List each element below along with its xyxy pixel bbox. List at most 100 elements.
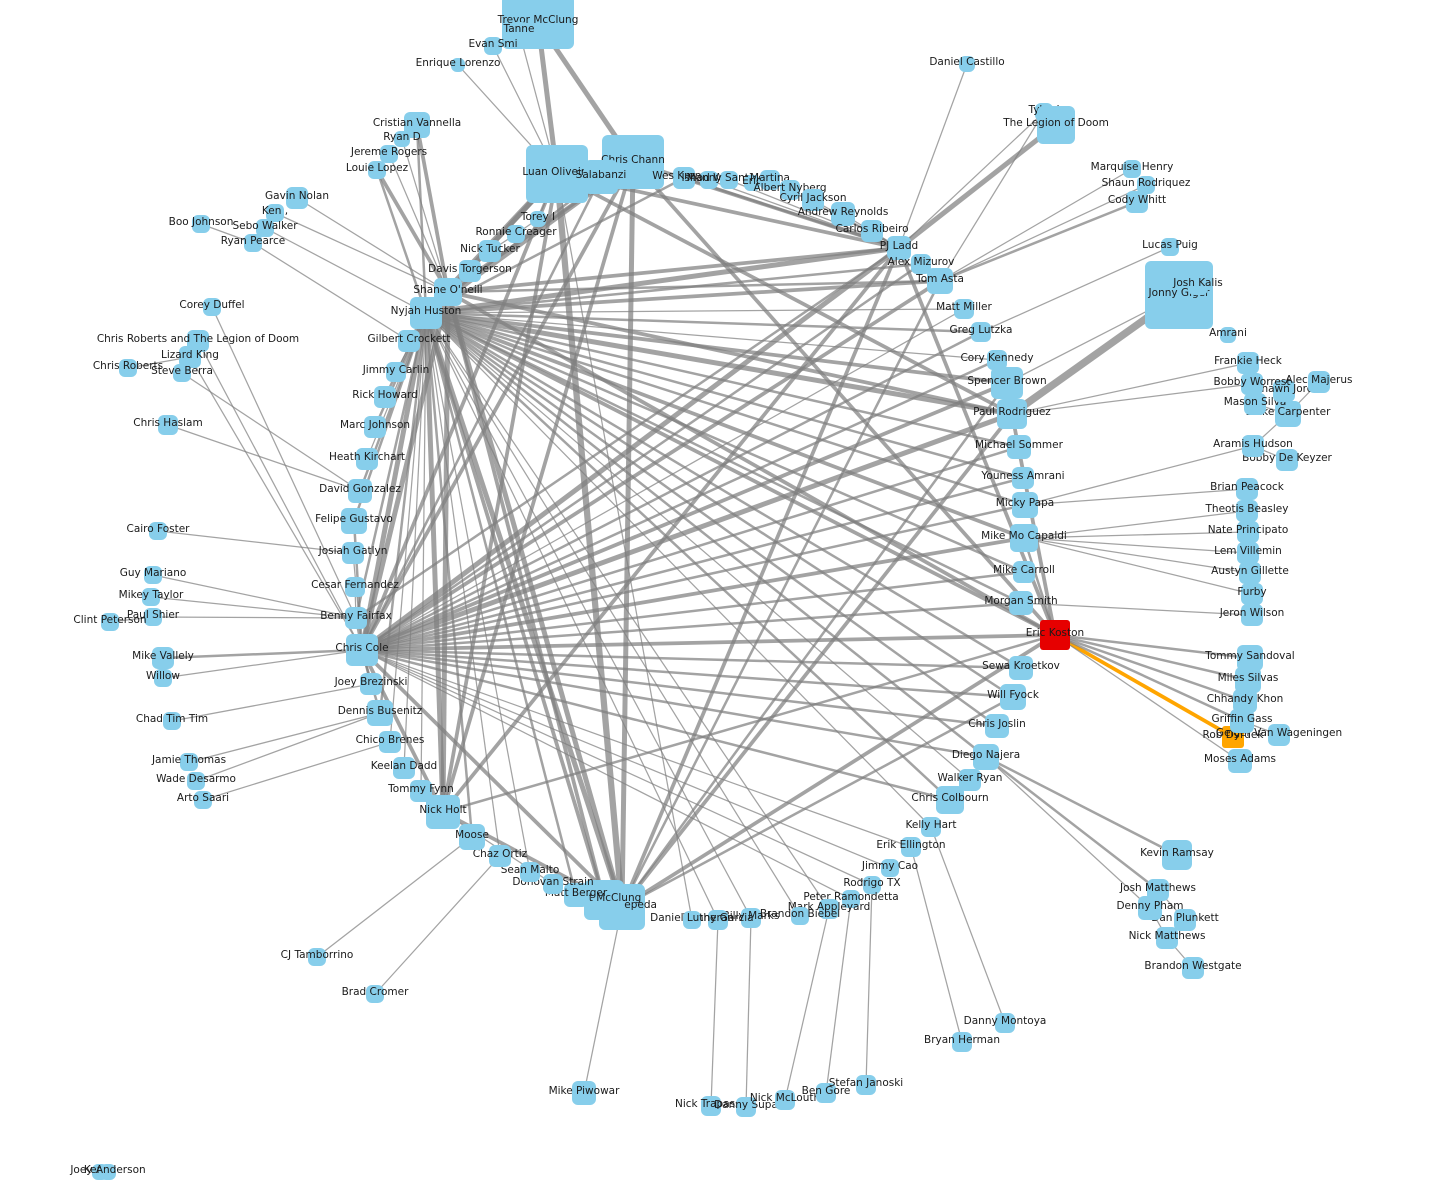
- graph-node[interactable]: [345, 577, 365, 597]
- graph-node[interactable]: [374, 386, 396, 408]
- graph-node[interactable]: [1237, 542, 1259, 564]
- graph-node[interactable]: [380, 145, 398, 163]
- graph-node[interactable]: [954, 299, 974, 319]
- graph-node[interactable]: [1273, 380, 1295, 402]
- graph-node[interactable]: [426, 795, 460, 829]
- graph-node[interactable]: [1012, 467, 1034, 489]
- graph-node[interactable]: [1241, 583, 1263, 605]
- graph-node[interactable]: [1145, 261, 1213, 329]
- graph-node[interactable]: [173, 364, 191, 382]
- graph-node[interactable]: [1241, 373, 1263, 395]
- graph-node[interactable]: [526, 145, 588, 203]
- graph-node[interactable]: [180, 753, 198, 771]
- graph-node[interactable]: [700, 171, 718, 189]
- graph-node[interactable]: [959, 769, 981, 791]
- graph-node[interactable]: [484, 37, 502, 55]
- graph-node[interactable]: [368, 161, 386, 179]
- graph-node[interactable]: [720, 171, 738, 189]
- graph-node[interactable]: [158, 415, 178, 435]
- graph-node[interactable]: [1228, 749, 1252, 773]
- graph-node[interactable]: [308, 948, 326, 966]
- graph-node[interactable]: [256, 219, 274, 237]
- graph-node[interactable]: [543, 874, 563, 894]
- graph-node[interactable]: [187, 772, 205, 790]
- graph-node[interactable]: [936, 786, 964, 814]
- graph-node[interactable]: [346, 634, 378, 666]
- graph-node[interactable]: [1007, 435, 1031, 459]
- graph-node[interactable]: [1241, 604, 1263, 626]
- graph-node[interactable]: [203, 298, 221, 316]
- graph-node[interactable]: [410, 780, 432, 802]
- graph-node[interactable]: [366, 985, 384, 1003]
- graph-node[interactable]: [163, 712, 181, 730]
- graph-node[interactable]: [1010, 524, 1038, 552]
- graph-node[interactable]: [192, 215, 210, 233]
- graph-node[interactable]: [100, 1164, 116, 1180]
- graph-node[interactable]: [991, 367, 1023, 399]
- graph-node[interactable]: [1126, 191, 1148, 213]
- graph-node[interactable]: [1009, 591, 1033, 615]
- graph-node[interactable]: [927, 268, 953, 294]
- graph-node[interactable]: [459, 260, 481, 282]
- graph-node[interactable]: [971, 322, 991, 342]
- graph-node[interactable]: [154, 669, 172, 687]
- graph-node[interactable]: [1239, 562, 1261, 584]
- graph-node[interactable]: [921, 817, 941, 837]
- graph-node[interactable]: [973, 744, 999, 770]
- graph-node[interactable]: [451, 58, 465, 72]
- graph-node[interactable]: [149, 522, 167, 540]
- graph-node[interactable]: [819, 899, 839, 919]
- graph-node[interactable]: [741, 908, 761, 928]
- graph-node[interactable]: [1220, 327, 1236, 343]
- graph-node[interactable]: [584, 880, 624, 920]
- graph-node[interactable]: [364, 416, 386, 438]
- graph-node[interactable]: [119, 359, 137, 377]
- graph-node[interactable]: [345, 607, 367, 629]
- graph-node[interactable]: [1174, 909, 1196, 931]
- graph-node[interactable]: [791, 907, 809, 925]
- graph-node[interactable]: [1275, 401, 1301, 427]
- graph-node[interactable]: [842, 890, 860, 908]
- graph-node[interactable]: [356, 448, 378, 470]
- graph-node[interactable]: [1242, 435, 1264, 457]
- graph-node[interactable]: [701, 1096, 721, 1116]
- graph-node[interactable]: [856, 1075, 876, 1095]
- graph-node[interactable]: [244, 234, 262, 252]
- graph-node[interactable]: [459, 824, 485, 850]
- graph-node[interactable]: [144, 608, 162, 626]
- graph-node[interactable]: [995, 1013, 1015, 1033]
- graph-node[interactable]: [152, 647, 174, 669]
- graph-node[interactable]: [861, 220, 883, 242]
- graph-node[interactable]: [831, 202, 855, 226]
- graph-node[interactable]: [367, 700, 393, 726]
- graph-node[interactable]: [744, 175, 760, 191]
- graph-node[interactable]: [1308, 371, 1330, 393]
- graph-node[interactable]: [1147, 879, 1169, 901]
- graph-node[interactable]: [760, 170, 780, 190]
- graph-node[interactable]: [360, 673, 382, 695]
- graph-node[interactable]: [802, 189, 824, 211]
- graph-node[interactable]: [780, 180, 800, 200]
- graph-node[interactable]: [434, 278, 462, 306]
- graph-node[interactable]: [1236, 500, 1258, 522]
- graph-node[interactable]: [1137, 176, 1155, 194]
- graph-node[interactable]: [479, 240, 501, 262]
- graph-node[interactable]: [510, 22, 528, 40]
- graph-node[interactable]: [901, 837, 921, 857]
- graph-node[interactable]: [341, 508, 367, 534]
- graph-node[interactable]: [286, 187, 308, 209]
- graph-node[interactable]: [194, 791, 212, 809]
- graph-node[interactable]: [987, 350, 1007, 370]
- graph-node[interactable]: [266, 204, 284, 222]
- graph-node[interactable]: [911, 254, 931, 274]
- graph-node[interactable]: [398, 330, 420, 352]
- graph-node[interactable]: [881, 859, 899, 877]
- graph-node[interactable]: [952, 1032, 972, 1052]
- graph-node[interactable]: [572, 1081, 596, 1105]
- graph-node[interactable]: [507, 225, 525, 243]
- graph-node[interactable]: [683, 911, 701, 929]
- graph-node[interactable]: [564, 883, 588, 907]
- graph-node[interactable]: [1182, 957, 1204, 979]
- graph-node[interactable]: [736, 1097, 756, 1117]
